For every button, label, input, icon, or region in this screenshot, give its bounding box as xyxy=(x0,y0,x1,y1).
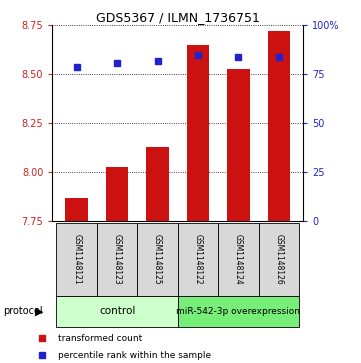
Text: GSM1148124: GSM1148124 xyxy=(234,234,243,285)
Bar xyxy=(147,147,169,221)
Bar xyxy=(187,45,209,221)
Text: miR-542-3p overexpression: miR-542-3p overexpression xyxy=(177,307,300,316)
Text: percentile rank within the sample: percentile rank within the sample xyxy=(58,351,211,360)
Text: GSM1148126: GSM1148126 xyxy=(274,234,283,285)
Bar xyxy=(259,223,299,296)
Text: GSM1148122: GSM1148122 xyxy=(193,234,203,285)
Bar xyxy=(97,223,137,296)
Bar xyxy=(268,31,290,221)
Bar xyxy=(137,223,178,296)
Title: GDS5367 / ILMN_1736751: GDS5367 / ILMN_1736751 xyxy=(96,11,260,24)
Bar xyxy=(227,69,249,221)
Bar xyxy=(65,198,88,221)
Text: control: control xyxy=(99,306,135,316)
Bar xyxy=(178,296,299,327)
Text: GSM1148123: GSM1148123 xyxy=(113,234,122,285)
Text: GSM1148125: GSM1148125 xyxy=(153,234,162,285)
Bar xyxy=(218,223,259,296)
Bar xyxy=(56,296,178,327)
Text: GSM1148121: GSM1148121 xyxy=(72,234,81,285)
Text: ▶: ▶ xyxy=(35,306,44,317)
Text: transformed count: transformed count xyxy=(58,334,142,343)
Bar xyxy=(178,223,218,296)
Bar xyxy=(106,167,128,221)
Bar xyxy=(56,223,97,296)
Text: protocol: protocol xyxy=(4,306,43,317)
